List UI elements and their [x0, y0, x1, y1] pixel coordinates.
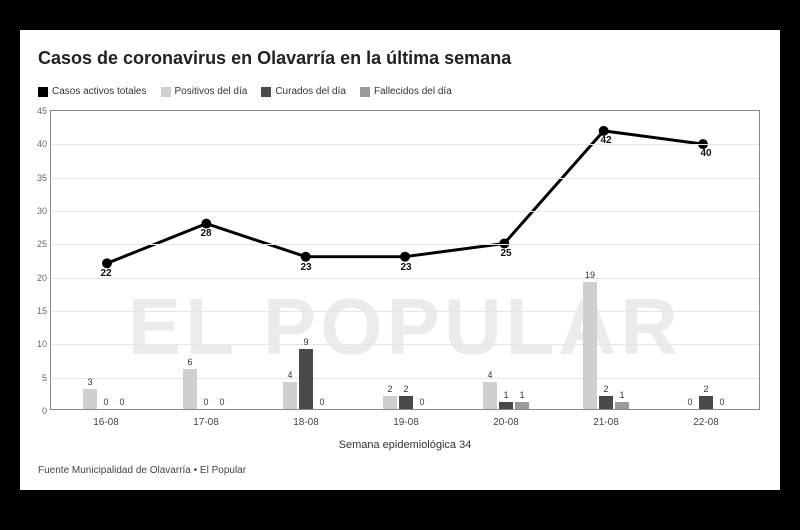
line-value-label: 23 [400, 262, 411, 273]
gridline [51, 211, 759, 212]
chart-title: Casos de coronavirus en Olavarría en la … [38, 48, 511, 69]
legend-label: Positivos del día [175, 86, 248, 97]
bar [699, 396, 713, 409]
legend-swatch [261, 87, 271, 97]
xtick-label: 20-08 [493, 417, 519, 428]
bar-value-label: 2 [603, 384, 608, 394]
legend-label: Fallecidos del día [374, 86, 452, 97]
bar-value-label: 0 [119, 397, 124, 407]
bar-value-label: 9 [303, 337, 308, 347]
legend-swatch [360, 87, 370, 97]
gridline [51, 344, 759, 345]
bar [399, 396, 413, 409]
gridline [51, 378, 759, 379]
xtick-label: 21-08 [593, 417, 619, 428]
ytick-label: 20 [29, 273, 47, 283]
bar-value-label: 6 [187, 357, 192, 367]
bar [499, 402, 513, 409]
legend-label: Curados del día [275, 86, 346, 97]
bar [599, 396, 613, 409]
legend-swatch [38, 87, 48, 97]
source-text: Fuente Municipalidad de Olavarría • El P… [38, 465, 246, 476]
xtick-label: 18-08 [293, 417, 319, 428]
bar-value-label: 1 [619, 390, 624, 400]
bar-value-label: 3 [87, 377, 92, 387]
xtick-label: 22-08 [693, 417, 719, 428]
bar-value-label: 1 [519, 390, 524, 400]
legend-swatch [161, 87, 171, 97]
bar-value-label: 0 [203, 397, 208, 407]
bar-value-label: 1 [503, 390, 508, 400]
line-value-label: 42 [600, 135, 611, 146]
plot-area: EL POPULAR Semana epidemiológica 34 0510… [50, 110, 760, 410]
ytick-label: 15 [29, 306, 47, 316]
xtick-label: 16-08 [93, 417, 119, 428]
bar [583, 282, 597, 409]
bar-value-label: 2 [387, 384, 392, 394]
bar-value-label: 2 [703, 384, 708, 394]
ytick-label: 10 [29, 339, 47, 349]
gridline [51, 144, 759, 145]
line-value-label: 22 [100, 268, 111, 279]
line-value-label: 28 [200, 228, 211, 239]
bar [183, 369, 197, 409]
legend: Casos activos totales Positivos del día … [38, 86, 452, 97]
line-point [102, 258, 112, 268]
bar-value-label: 2 [403, 384, 408, 394]
line-layer [51, 111, 759, 409]
bar [515, 402, 529, 409]
legend-item: Fallecidos del día [360, 86, 452, 97]
bar-value-label: 0 [103, 397, 108, 407]
bar-value-label: 0 [687, 397, 692, 407]
xtick-label: 17-08 [193, 417, 219, 428]
ytick-label: 5 [29, 373, 47, 383]
chart-card: Casos de coronavirus en Olavarría en la … [20, 30, 780, 490]
legend-label: Casos activos totales [52, 86, 147, 97]
ytick-label: 30 [29, 206, 47, 216]
ytick-label: 0 [29, 406, 47, 416]
bar [83, 389, 97, 409]
legend-item: Positivos del día [161, 86, 248, 97]
legend-item: Casos activos totales [38, 86, 147, 97]
bar-value-label: 0 [319, 397, 324, 407]
legend-item: Curados del día [261, 86, 346, 97]
line-value-label: 40 [700, 148, 711, 159]
bar [299, 349, 313, 409]
line-value-label: 25 [500, 248, 511, 259]
xaxis-title: Semana epidemiológica 34 [51, 439, 759, 451]
bar-value-label: 0 [219, 397, 224, 407]
bar-value-label: 4 [287, 370, 292, 380]
line-point [301, 252, 311, 262]
bar-value-label: 4 [487, 370, 492, 380]
ytick-label: 25 [29, 239, 47, 249]
bar [615, 402, 629, 409]
line-value-label: 23 [300, 262, 311, 273]
gridline [51, 278, 759, 279]
line-point [400, 252, 410, 262]
ytick-label: 40 [29, 139, 47, 149]
gridline [51, 178, 759, 179]
bar-value-label: 19 [585, 270, 595, 280]
bar [283, 382, 297, 409]
ytick-label: 35 [29, 173, 47, 183]
xtick-label: 19-08 [393, 417, 419, 428]
bar-value-label: 0 [719, 397, 724, 407]
gridline [51, 244, 759, 245]
line-point [201, 219, 211, 229]
gridline [51, 311, 759, 312]
bar [483, 382, 497, 409]
ytick-label: 45 [29, 106, 47, 116]
bar-value-label: 0 [419, 397, 424, 407]
bar [383, 396, 397, 409]
